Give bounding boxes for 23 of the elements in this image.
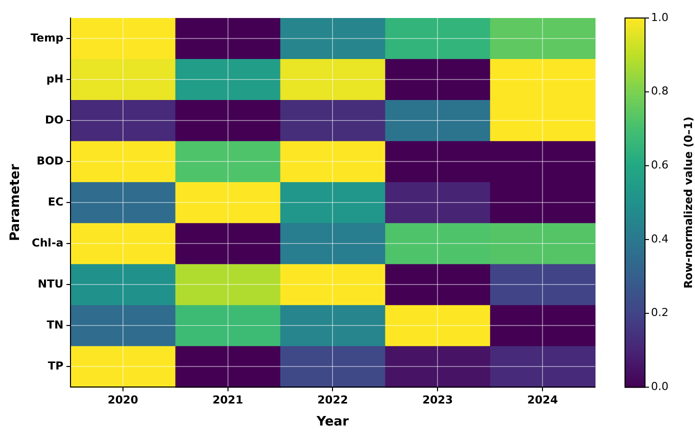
y-tick-label: TN bbox=[46, 318, 64, 332]
y-tick-label: DO bbox=[44, 113, 64, 126]
x-tick-label: 2023 bbox=[422, 394, 453, 407]
color-bar-label: 0.0 bbox=[651, 380, 668, 394]
y-tick-label: BOD bbox=[36, 154, 64, 168]
y-tick-label: Temp bbox=[30, 31, 64, 44]
y-tick-label: EC bbox=[48, 195, 64, 208]
y-tick-label: Chl-a bbox=[32, 236, 64, 250]
y-axis-title: Parameter bbox=[8, 164, 24, 242]
y-tick-label: pH bbox=[46, 72, 64, 86]
color-bar-label: 0.6 bbox=[651, 158, 668, 172]
x-tick-label: 2021 bbox=[212, 394, 244, 407]
color-bar-label: 1.0 bbox=[651, 10, 668, 24]
color-bar-title: Row-normalized value (0–1) bbox=[682, 116, 695, 289]
y-tick-label: TP bbox=[48, 360, 64, 373]
x-axis-title: Year bbox=[316, 414, 350, 430]
color-bar-label: 0.8 bbox=[651, 84, 668, 98]
x-tick-label: 2024 bbox=[527, 394, 558, 407]
y-tick-label: NTU bbox=[38, 278, 64, 291]
x-tick-label: 2022 bbox=[317, 394, 348, 407]
x-tick-label: 2020 bbox=[108, 394, 139, 407]
color-bar-label: 0.2 bbox=[651, 306, 668, 320]
color-bar-label: 0.4 bbox=[651, 232, 668, 246]
